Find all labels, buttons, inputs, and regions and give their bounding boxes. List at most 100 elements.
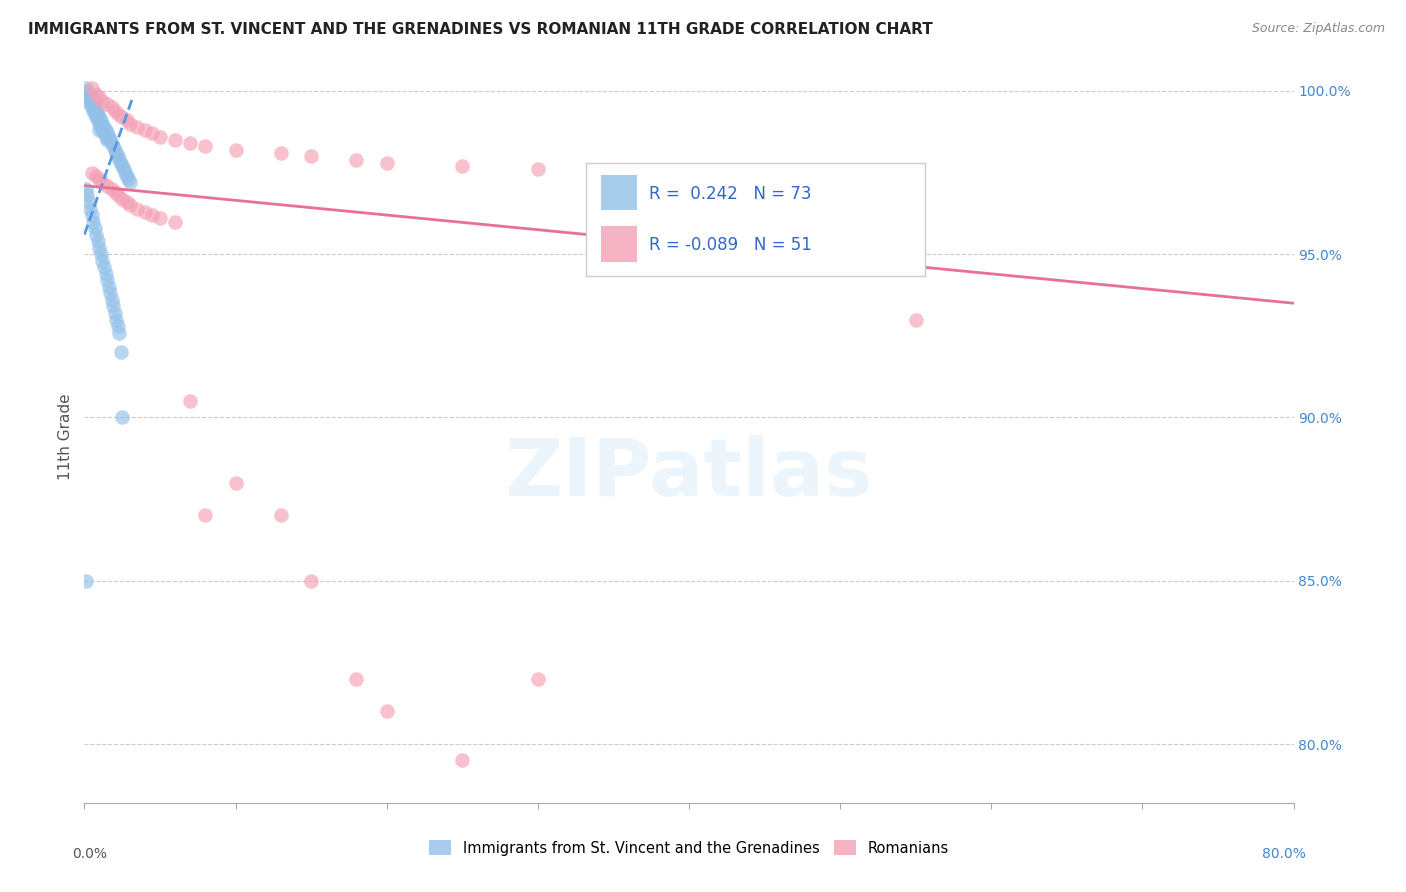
Point [100,100,122,114]
Point [77,94,100,108]
FancyBboxPatch shape [586,163,925,277]
Point [79,87,101,102]
Point [80,208,103,222]
Point [80,94,103,108]
Point [111,192,134,206]
Point [114,165,136,179]
Point [149,129,172,144]
Text: R =  0.242   N = 73: R = 0.242 N = 73 [650,185,811,202]
Point [451,159,474,173]
Point [105,146,128,161]
Point [94,123,117,137]
Point [93,127,115,141]
Text: ZIPatlas: ZIPatlas [505,434,873,513]
Point [89,172,111,186]
Point [84,94,107,108]
Point [165,214,187,228]
Point [165,133,187,147]
Point [100,293,122,307]
Point [89,110,111,124]
Point [111,159,134,173]
Point [89,90,111,104]
Point [108,153,131,167]
Point [90,113,112,128]
Point [101,139,124,153]
Point [107,188,129,202]
Text: Source: ZipAtlas.com: Source: ZipAtlas.com [1251,22,1385,36]
Point [117,172,139,186]
Point [115,194,138,209]
Legend: Immigrants from St. Vincent and the Grenadines, Romanians: Immigrants from St. Vincent and the Gren… [423,834,955,862]
Point [100,182,122,196]
Point [194,508,217,523]
Point [101,300,124,314]
Point [87,113,110,128]
Y-axis label: 11th Grade: 11th Grade [58,393,73,481]
Point [91,253,114,268]
Point [86,110,108,124]
Point [80,80,103,95]
Point [79,97,101,112]
Point [375,156,398,170]
Point [96,97,118,112]
Point [98,286,121,301]
Point [82,103,104,118]
Point [115,169,138,183]
Point [93,120,115,134]
Point [90,247,112,261]
Point [346,153,368,167]
Point [104,185,127,199]
Point [87,234,110,248]
Point [96,178,118,193]
Point [179,394,201,409]
Point [94,129,117,144]
Point [179,136,201,151]
Point [105,312,128,326]
Point [84,100,107,114]
Point [375,705,398,719]
Point [107,107,129,121]
Point [75,80,97,95]
Point [451,753,474,767]
Point [97,280,120,294]
Point [76,84,98,98]
Point [112,162,135,177]
Point [96,133,118,147]
Point [76,188,98,202]
Point [127,120,149,134]
Point [93,260,115,275]
Point [149,211,172,226]
Point [141,208,163,222]
Point [110,156,132,170]
Point [84,221,107,235]
Point [84,107,107,121]
Point [77,90,100,104]
Point [225,143,247,157]
Point [98,133,121,147]
Point [91,94,114,108]
Point [527,162,550,177]
Point [111,110,134,124]
Point [77,194,100,209]
Point [110,345,132,359]
FancyBboxPatch shape [600,175,637,211]
Point [86,103,108,118]
Point [91,175,114,189]
Point [134,204,156,219]
Point [86,169,108,183]
Point [90,120,112,134]
Point [299,149,322,163]
Point [89,123,111,137]
Point [104,103,127,118]
Point [76,87,98,102]
Point [97,129,120,144]
Text: 0.0%: 0.0% [72,847,107,861]
Point [89,241,111,255]
Point [107,319,129,334]
Point [75,182,97,196]
Point [82,214,104,228]
Text: 80.0%: 80.0% [1261,847,1306,861]
Point [346,672,368,686]
Point [194,139,217,153]
Point [104,143,127,157]
